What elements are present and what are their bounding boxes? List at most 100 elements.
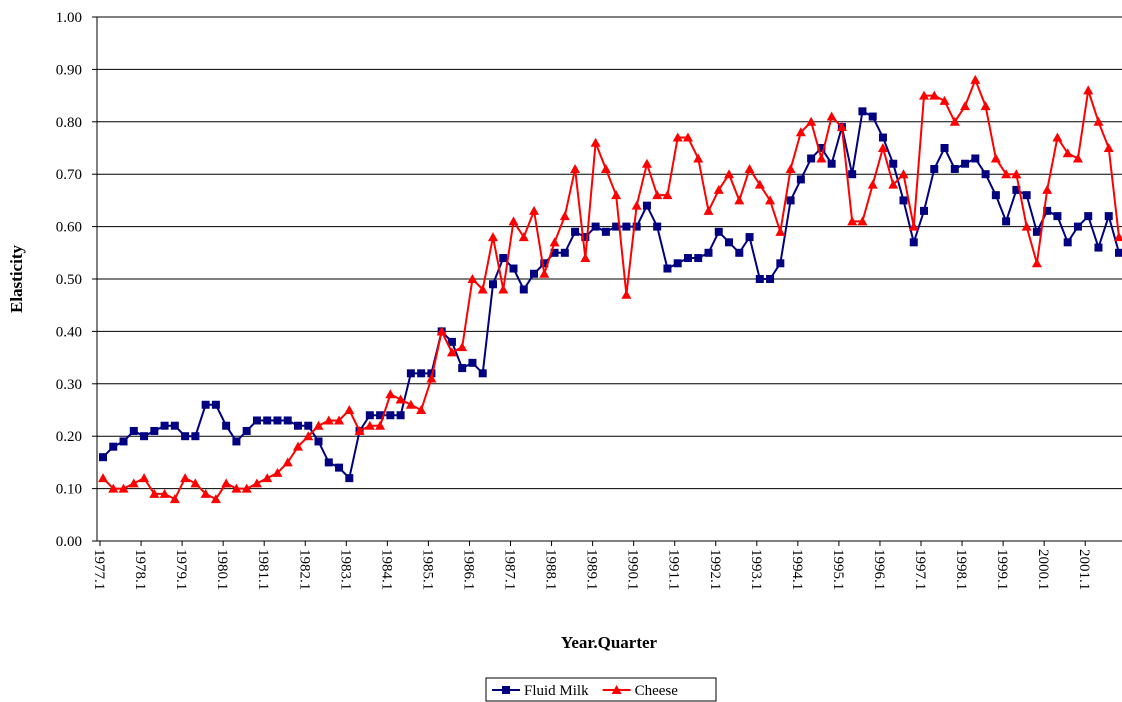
- data-point: [878, 133, 887, 142]
- data-point: [436, 326, 447, 336]
- data-point: [580, 253, 591, 263]
- data-point: [683, 254, 692, 263]
- data-point: [725, 238, 734, 247]
- data-point: [1094, 243, 1103, 252]
- data-point: [754, 179, 765, 189]
- data-point: [950, 164, 959, 173]
- data-point: [529, 205, 540, 215]
- data-point: [129, 426, 138, 435]
- data-point: [324, 458, 333, 467]
- data-point: [631, 200, 642, 210]
- data-point: [745, 233, 754, 242]
- data-point: [263, 416, 272, 425]
- data-point: [714, 227, 723, 236]
- x-tick-label: 1998.1: [953, 549, 969, 590]
- y-tick-label: 0.10: [56, 482, 82, 498]
- data-point: [909, 238, 918, 247]
- data-point: [519, 285, 528, 294]
- data-point: [468, 358, 477, 367]
- x-tick-label: 1980.1: [214, 549, 230, 590]
- data-point: [1022, 191, 1031, 200]
- data-point: [1042, 184, 1053, 194]
- data-point: [806, 116, 817, 126]
- data-point: [836, 122, 847, 132]
- data-point: [335, 463, 344, 472]
- data-point: [601, 227, 610, 236]
- data-point: [242, 426, 251, 435]
- legend-box: [485, 677, 717, 702]
- data-point: [1072, 153, 1083, 163]
- data-point: [673, 259, 682, 268]
- data-point: [663, 264, 672, 273]
- data-point: [898, 169, 909, 179]
- data-point: [252, 416, 261, 425]
- data-point: [210, 494, 221, 504]
- data-point: [405, 399, 416, 409]
- data-point: [590, 137, 601, 147]
- data-point: [293, 421, 302, 430]
- data-point: [889, 159, 898, 168]
- x-tick-label: 1987.1: [502, 549, 518, 590]
- data-point: [713, 184, 724, 194]
- data-point: [550, 248, 559, 257]
- x-tick-label: 1991.1: [666, 549, 682, 590]
- data-point: [940, 144, 949, 152]
- data-point: [1104, 212, 1113, 221]
- data-point: [150, 426, 159, 435]
- data-point: [118, 483, 129, 493]
- data-point: [858, 107, 867, 116]
- legend-label: Fluid Milk: [524, 683, 589, 699]
- data-point: [344, 405, 355, 414]
- data-point: [755, 275, 764, 283]
- data-point: [221, 478, 232, 488]
- data-point: [571, 227, 580, 236]
- data-point: [272, 467, 283, 477]
- legend-marker: [502, 686, 510, 694]
- data-point: [140, 432, 149, 441]
- data-point: [796, 175, 805, 184]
- data-point: [621, 289, 632, 299]
- data-point: [364, 420, 375, 430]
- data-point: [109, 442, 118, 451]
- data-point: [314, 437, 323, 446]
- data-point: [775, 226, 786, 236]
- data-point: [1043, 206, 1052, 215]
- data-point: [682, 132, 693, 142]
- data-point: [385, 389, 396, 399]
- legend-label: Cheese: [635, 683, 679, 699]
- data-point: [458, 364, 467, 373]
- data-point: [991, 191, 1000, 200]
- x-tick-label: 1981.1: [255, 549, 271, 590]
- data-point: [108, 483, 119, 493]
- data-point: [457, 342, 468, 352]
- data-point: [807, 154, 816, 163]
- y-tick-label: 0.90: [56, 62, 82, 78]
- data-point: [795, 127, 806, 137]
- data-point: [961, 159, 970, 168]
- data-point: [386, 411, 395, 420]
- data-point: [786, 196, 795, 205]
- data-point: [396, 411, 405, 420]
- x-tick-label: 1982.1: [296, 549, 312, 590]
- x-tick-label: 1986.1: [460, 549, 476, 590]
- data-point: [508, 216, 519, 226]
- data-point: [149, 488, 160, 498]
- data-point: [581, 233, 590, 242]
- data-point: [1084, 212, 1093, 221]
- data-point: [1021, 221, 1032, 231]
- data-point: [1115, 248, 1122, 257]
- data-point: [744, 163, 755, 173]
- x-tick-label: 1997.1: [912, 549, 928, 590]
- data-point: [1001, 169, 1012, 179]
- y-tick-label: 0.50: [56, 272, 82, 288]
- data-point: [509, 264, 518, 273]
- data-point: [641, 158, 652, 168]
- data-point: [487, 232, 498, 242]
- data-point: [560, 248, 569, 257]
- data-point: [241, 483, 252, 493]
- data-point: [785, 163, 796, 173]
- data-point: [724, 169, 735, 179]
- data-point: [190, 478, 201, 488]
- data-point: [262, 473, 273, 483]
